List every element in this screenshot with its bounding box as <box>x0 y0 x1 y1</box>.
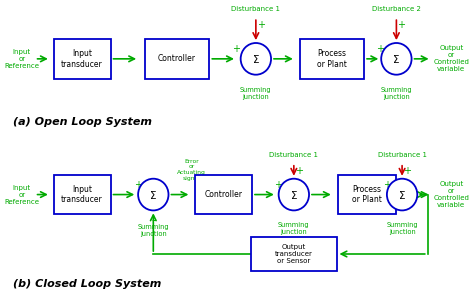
Text: (b) Closed Loop System: (b) Closed Loop System <box>13 279 161 289</box>
FancyBboxPatch shape <box>337 175 396 214</box>
FancyBboxPatch shape <box>195 175 252 214</box>
Text: +: + <box>134 180 142 190</box>
Text: Process
or Plant: Process or Plant <box>352 185 382 204</box>
Text: Σ: Σ <box>253 55 259 65</box>
Text: Output
or
Controlled
variable: Output or Controlled variable <box>433 45 469 72</box>
Text: +: + <box>232 44 240 54</box>
Text: Σ: Σ <box>393 55 400 65</box>
FancyBboxPatch shape <box>300 39 364 79</box>
Text: Summing
junction: Summing junction <box>386 222 418 235</box>
Circle shape <box>387 179 417 210</box>
Text: +: + <box>294 166 302 176</box>
Circle shape <box>279 179 309 210</box>
Text: Controller: Controller <box>205 190 243 199</box>
FancyBboxPatch shape <box>145 39 210 79</box>
Text: Summing
junction: Summing junction <box>240 87 272 99</box>
Text: Summing
junction: Summing junction <box>278 222 310 235</box>
Circle shape <box>138 179 168 210</box>
Text: Σ: Σ <box>399 191 405 201</box>
Text: Disturbance 2: Disturbance 2 <box>372 6 421 12</box>
Text: Output
or
Controlled
variable: Output or Controlled variable <box>433 181 469 208</box>
Circle shape <box>241 43 271 75</box>
Text: Input
transducer: Input transducer <box>61 185 103 204</box>
Text: Process
or Plant: Process or Plant <box>317 49 347 69</box>
Text: Disturbance 1: Disturbance 1 <box>231 6 280 12</box>
Text: Disturbance 1: Disturbance 1 <box>269 152 319 158</box>
FancyBboxPatch shape <box>54 175 110 214</box>
Text: Output
transducer
or Sensor: Output transducer or Sensor <box>275 244 313 264</box>
Text: Σ: Σ <box>291 191 297 201</box>
Text: Disturbance 1: Disturbance 1 <box>378 152 427 158</box>
Text: Summing
junction: Summing junction <box>381 87 412 99</box>
Text: +: + <box>376 44 384 54</box>
Text: Controller: Controller <box>158 54 196 63</box>
Text: +: + <box>256 20 264 30</box>
Text: +: + <box>383 180 391 190</box>
Text: Summing
junction: Summing junction <box>137 224 169 237</box>
Text: Input
or
Reference: Input or Reference <box>4 185 39 205</box>
FancyBboxPatch shape <box>54 39 110 79</box>
Text: +: + <box>273 180 282 190</box>
Circle shape <box>381 43 411 75</box>
Text: (a) Open Loop System: (a) Open Loop System <box>13 117 152 127</box>
FancyBboxPatch shape <box>251 237 337 271</box>
Text: +: + <box>397 20 405 30</box>
Text: -: - <box>151 214 155 227</box>
Text: Σ: Σ <box>150 191 156 201</box>
Text: Error
or
Actuating
signal: Error or Actuating signal <box>177 159 206 181</box>
Text: Input
or
Reference: Input or Reference <box>4 49 39 69</box>
Text: +: + <box>403 166 411 176</box>
Text: Input
transducer: Input transducer <box>61 49 103 69</box>
